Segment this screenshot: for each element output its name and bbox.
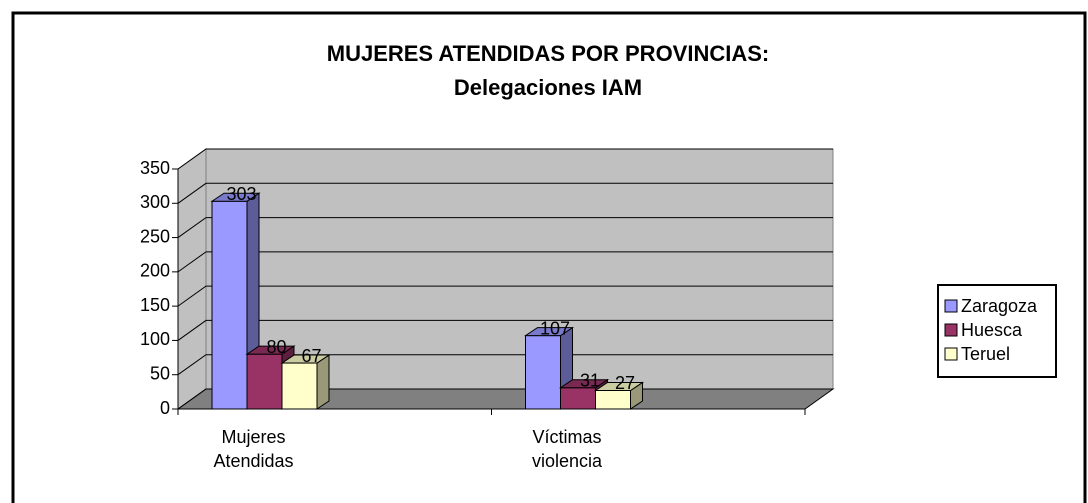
legend-swatch xyxy=(944,347,958,361)
bar xyxy=(595,389,631,410)
bar-top xyxy=(245,345,296,355)
grid-line xyxy=(177,251,833,273)
y-tick-label: 100 xyxy=(140,329,170,349)
back-wall xyxy=(205,148,834,390)
chart-subtitle: Delegaciones IAM xyxy=(454,75,642,100)
bar-top xyxy=(210,192,261,202)
bar-top xyxy=(523,327,575,337)
bar-top xyxy=(280,354,331,364)
data-label: 31 xyxy=(580,370,600,390)
y-tick-label: 150 xyxy=(140,295,170,315)
bar xyxy=(211,200,248,410)
legend-box xyxy=(937,284,1057,378)
legend-label: Teruel xyxy=(961,344,1010,364)
data-label: 107 xyxy=(540,318,570,338)
grid-line xyxy=(177,285,833,307)
data-label: 27 xyxy=(615,373,635,393)
grid-line xyxy=(177,148,833,170)
bar xyxy=(560,387,596,410)
bar xyxy=(281,362,318,410)
legend-swatch xyxy=(944,299,958,313)
y-tick-label: 50 xyxy=(150,363,170,383)
grid-line xyxy=(177,217,833,238)
bar xyxy=(525,335,561,410)
data-label: 303 xyxy=(226,184,256,204)
x-tick-label: Víctimas violencia xyxy=(531,427,603,471)
side-wall xyxy=(177,148,207,410)
y-tick-label: 250 xyxy=(140,226,170,246)
y-tick-label: 200 xyxy=(140,261,170,281)
y-tick-label: 350 xyxy=(140,158,170,178)
data-label: 80 xyxy=(266,337,286,357)
legend-swatch xyxy=(944,323,958,337)
y-tick-label: 0 xyxy=(160,398,170,418)
frame xyxy=(11,11,1087,503)
legend-label: Zaragoza xyxy=(961,296,1038,316)
x-tick-label: Mujeres Atendidas xyxy=(213,427,294,471)
bar-top xyxy=(558,379,610,389)
bar-top xyxy=(593,381,645,391)
y-tick-label: 300 xyxy=(140,192,170,212)
grid-line xyxy=(177,319,833,341)
bar xyxy=(246,353,283,410)
grid-line xyxy=(177,182,833,204)
data-label: 67 xyxy=(301,346,321,366)
legend-label: Huesca xyxy=(961,320,1023,340)
chart-title: MUJERES ATENDIDAS POR PROVINCIAS: xyxy=(327,41,770,66)
grid-line xyxy=(177,354,833,376)
